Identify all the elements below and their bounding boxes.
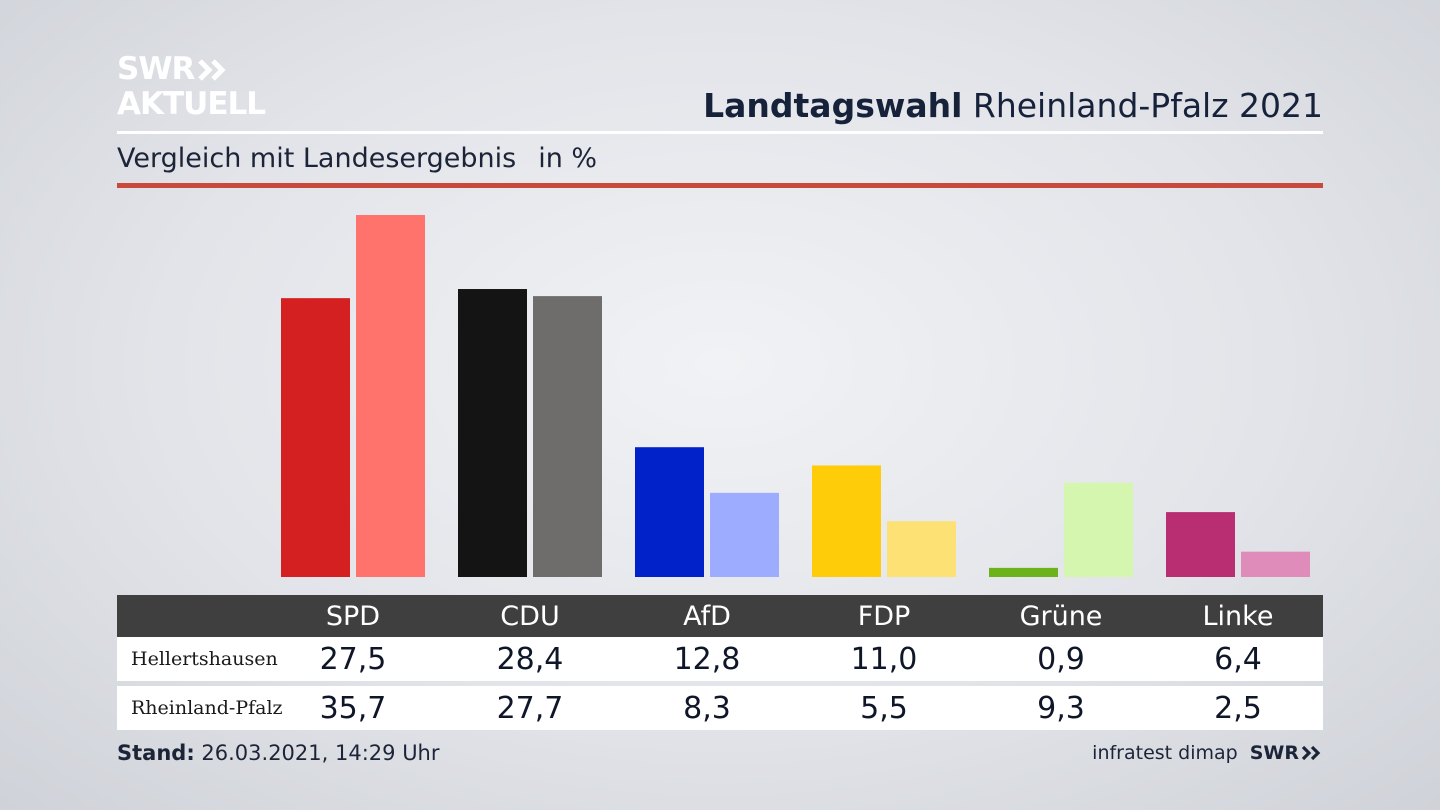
timestamp: Stand: 26.03.2021, 14:29 Uhr — [117, 741, 440, 765]
column-header-fdp: FDP — [857, 600, 911, 632]
page-title: Landtagswahl Rheinland-Pfalz 2021 — [703, 86, 1323, 125]
source-text: infratest dimap — [1092, 742, 1238, 764]
value-cell-fdp: 5,5 — [860, 690, 908, 726]
subtitle-text: Vergleich mit Landesergebnis — [117, 143, 517, 174]
header-divider — [117, 131, 1323, 134]
value-cell-spd: 27,5 — [319, 641, 387, 677]
brand-mark: SWR — [1250, 742, 1323, 764]
bar-afd-rheinland-pfalz — [710, 492, 779, 577]
column-header-afd: AfD — [683, 600, 731, 632]
logo-line-2: AKTUELL — [117, 86, 266, 122]
table-row-hellertshausen: Hellertshausen 27,5 28,4 12,8 11,0 0,9 6,4 — [117, 637, 1323, 681]
brand-chevrons-icon — [1301, 745, 1321, 761]
value-cell-spd: 35,7 — [319, 690, 387, 726]
column-header-spd: SPD — [325, 600, 381, 632]
bar-fdp-rheinland-pfalz — [887, 521, 956, 577]
title-bold: Landtagswahl — [703, 86, 963, 125]
results-table: SPD CDU AfD FDP Grüne Linke Hellertshausen 27… — [117, 595, 1323, 730]
title-rest: Rheinland-Pfalz 2021 — [972, 86, 1323, 125]
bar-linke-rheinland-pfalz — [1241, 551, 1310, 577]
logo-chevrons-icon — [198, 58, 226, 81]
source-credit: infratest dimap SWR — [1092, 742, 1323, 764]
bar-cdu-rheinland-pfalz — [533, 296, 602, 577]
column-header-grüne: Grüne — [1019, 600, 1103, 632]
value-cell-afd: 8,3 — [683, 690, 731, 726]
logo-line-1: SWR — [117, 51, 195, 87]
stand-value: 26.03.2021, 14:29 Uhr — [201, 741, 440, 765]
table-header-row: SPD CDU AfD FDP Grüne Linke — [117, 595, 1323, 637]
bar-linke-hellertshausen — [1166, 512, 1235, 577]
value-cell-fdp: 11,0 — [850, 641, 918, 677]
bar-grüne-rheinland-pfalz — [1064, 482, 1133, 577]
brand-text: SWR — [1249, 742, 1299, 764]
row-label: Hellertshausen — [131, 648, 278, 670]
stand-label: Stand: — [117, 741, 195, 765]
value-cell-linke: 2,5 — [1214, 690, 1262, 726]
swr-aktuell-logo: SWR AKTUELL — [117, 51, 266, 122]
value-cell-linke: 6,4 — [1214, 641, 1262, 677]
row-label: Rheinland-Pfalz — [131, 697, 283, 719]
table-row-rheinland-pfalz: Rheinland-Pfalz 35,7 27,7 8,3 5,5 9,3 2,5 — [117, 686, 1323, 730]
bar-spd-rheinland-pfalz — [356, 215, 425, 577]
bar-fdp-hellertshausen — [812, 465, 881, 577]
bar-afd-hellertshausen — [635, 447, 704, 577]
column-header-linke: Linke — [1202, 600, 1274, 632]
accent-divider — [117, 183, 1323, 188]
value-cell-grüne: 0,9 — [1037, 641, 1085, 677]
subtitle-unit: in % — [538, 143, 598, 174]
chart-subtitle: Vergleich mit Landesergebnis in % — [117, 143, 597, 174]
value-cell-cdu: 28,4 — [496, 641, 564, 677]
bar-cdu-hellertshausen — [458, 289, 527, 577]
bar-grüne-hellertshausen — [989, 567, 1058, 577]
value-cell-cdu: 27,7 — [496, 690, 564, 726]
value-cell-grüne: 9,3 — [1037, 690, 1085, 726]
value-cell-afd: 12,8 — [673, 641, 741, 677]
bar-spd-hellertshausen — [281, 298, 350, 577]
column-header-cdu: CDU — [500, 600, 560, 632]
